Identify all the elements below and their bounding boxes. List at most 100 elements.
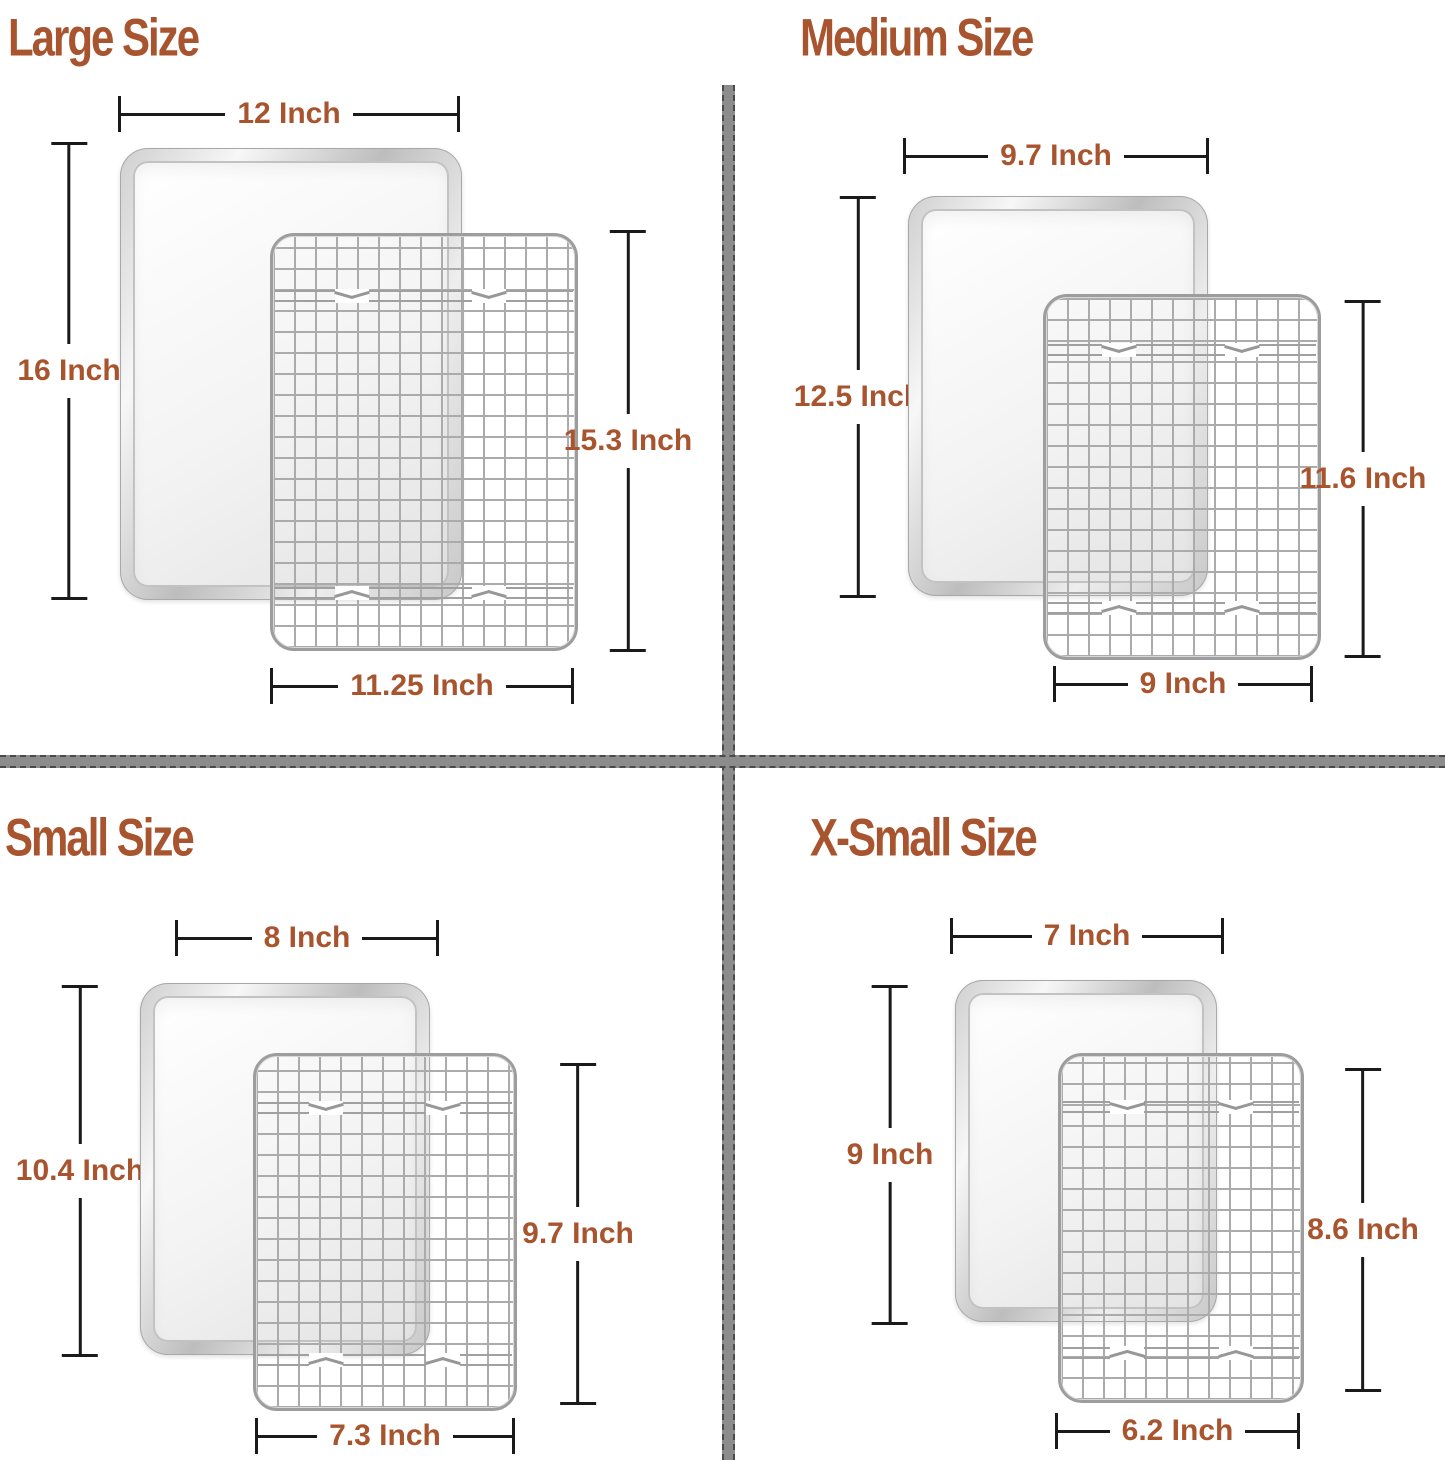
- dimension-cap: [1221, 918, 1225, 954]
- dimension-cap: [270, 668, 273, 704]
- pan-height-dimension: 9 Inch: [847, 985, 933, 1325]
- quadrant-title: X-Small Size: [810, 808, 1038, 867]
- rack-foot-notch: [1218, 1099, 1253, 1114]
- dimension-cap: [840, 595, 876, 598]
- dimension-line: [1238, 682, 1311, 686]
- dimension-cap: [512, 1418, 515, 1454]
- dimension-label: 8.6 Inch: [1307, 1213, 1419, 1246]
- rack-crossbar: [1063, 1345, 1299, 1360]
- dimension-label: 9.7 Inch: [1000, 139, 1112, 172]
- dimension-label: 11.25 Inch: [350, 669, 494, 702]
- dimension-line: [78, 1198, 82, 1354]
- dimension-cap: [1345, 300, 1381, 303]
- dimension-cap: [1297, 1413, 1300, 1449]
- dimension-label: 12.5 Inch: [793, 380, 923, 413]
- dimension-line: [121, 112, 226, 116]
- rack-crossbar: [1063, 1099, 1299, 1114]
- dimension-label: 7.3 Inch: [329, 1419, 441, 1452]
- dimension-line: [78, 988, 82, 1144]
- dimension-cap: [903, 138, 906, 174]
- rack-foot-notch: [471, 288, 506, 303]
- dimension-cap: [1055, 1413, 1058, 1449]
- dimension-line: [273, 684, 339, 688]
- dimension-line: [178, 936, 252, 940]
- dimension-line: [576, 1066, 580, 1207]
- dimension-line: [856, 424, 860, 595]
- dimension-cap: [950, 918, 953, 954]
- rack-foot-notch: [1224, 600, 1259, 615]
- rack-height-dimension: 8.6 Inch: [1307, 1068, 1419, 1392]
- dimension-label: 7 Inch: [1043, 919, 1131, 952]
- dimension-label: 16 Inch: [17, 354, 121, 387]
- rack-foot-notch: [1218, 1345, 1253, 1360]
- dimension-cap: [560, 1402, 596, 1405]
- dimension-cap: [610, 649, 646, 652]
- dimension-cap: [840, 196, 876, 199]
- dimension-line: [1142, 934, 1222, 938]
- dimension-cap: [51, 597, 87, 600]
- dimension-line: [1361, 303, 1365, 452]
- rack-crossbar: [1048, 600, 1316, 615]
- dimension-cap: [1053, 666, 1056, 702]
- dimension-cap: [871, 1322, 908, 1325]
- rack-crossbar: [275, 288, 573, 303]
- dimension-label: 9.7 Inch: [522, 1217, 634, 1250]
- horizontal-divider: [0, 755, 1445, 768]
- dimension-cap: [118, 96, 121, 132]
- rack-foot-notch: [1110, 1099, 1145, 1114]
- dimension-label: 11.6 Inch: [1299, 462, 1427, 495]
- rack-crossbar: [1048, 342, 1316, 357]
- dimension-line: [505, 684, 571, 688]
- dimension-label: 15.3 Inch: [563, 424, 693, 457]
- rack-foot-notch: [471, 585, 506, 600]
- dimension-line: [1361, 1257, 1365, 1389]
- rack-height-dimension: 11.6 Inch: [1299, 300, 1427, 658]
- dimension-label: 10.4 Inch: [15, 1154, 145, 1187]
- dimension-line: [352, 112, 457, 116]
- dimension-line: [67, 398, 71, 597]
- dimension-cap: [1345, 1068, 1381, 1071]
- dimension-cap: [457, 96, 460, 132]
- quadrant-title: Large Size: [8, 8, 200, 67]
- cooling-rack-image: [1058, 1053, 1304, 1403]
- rack-crossbar: [258, 1352, 512, 1367]
- dimension-line: [1058, 1429, 1110, 1433]
- dimension-cap: [1345, 655, 1381, 658]
- rack-height-dimension: 15.3 Inch: [564, 230, 692, 652]
- quadrant-title: Medium Size: [800, 8, 1034, 67]
- dimension-line: [1361, 1071, 1365, 1203]
- rack-foot-notch: [1101, 600, 1136, 615]
- dimension-line: [856, 199, 860, 370]
- dimension-line: [953, 934, 1032, 938]
- pan-height-dimension: 12.5 Inch: [794, 196, 922, 598]
- dimension-cap: [571, 668, 574, 704]
- rack-foot-notch: [334, 288, 369, 303]
- rack-foot-notch: [1224, 342, 1259, 357]
- dimension-cap: [62, 1354, 98, 1357]
- rack-foot-notch: [308, 1352, 343, 1367]
- pan-width-dimension: 9.7 Inch: [903, 138, 1209, 174]
- dimension-cap: [610, 230, 646, 233]
- dimension-cap: [871, 985, 908, 988]
- dimension-line: [626, 233, 630, 414]
- dimension-line: [576, 1261, 580, 1402]
- dimension-label: 12 Inch: [237, 97, 341, 130]
- pan-height-dimension: 16 Inch: [17, 142, 121, 600]
- rack-foot-notch: [308, 1100, 343, 1115]
- dimension-line: [1056, 682, 1128, 686]
- dimension-line: [362, 936, 437, 940]
- dimension-cap: [436, 920, 440, 956]
- cooling-rack-image: [253, 1053, 517, 1411]
- dimension-line: [888, 1182, 892, 1322]
- dimension-line: [626, 468, 630, 649]
- pan-width-dimension: 7 Inch: [950, 918, 1225, 954]
- dimension-cap: [62, 985, 98, 988]
- cooling-rack-image: [270, 233, 578, 651]
- rack-foot-notch: [1101, 342, 1136, 357]
- rack-crossbar: [258, 1100, 512, 1115]
- dimension-line: [1361, 506, 1365, 655]
- vertical-divider: [722, 85, 735, 1460]
- quadrant-title: Small Size: [5, 808, 195, 867]
- dimension-cap: [1345, 1389, 1381, 1392]
- dimension-line: [258, 1434, 318, 1438]
